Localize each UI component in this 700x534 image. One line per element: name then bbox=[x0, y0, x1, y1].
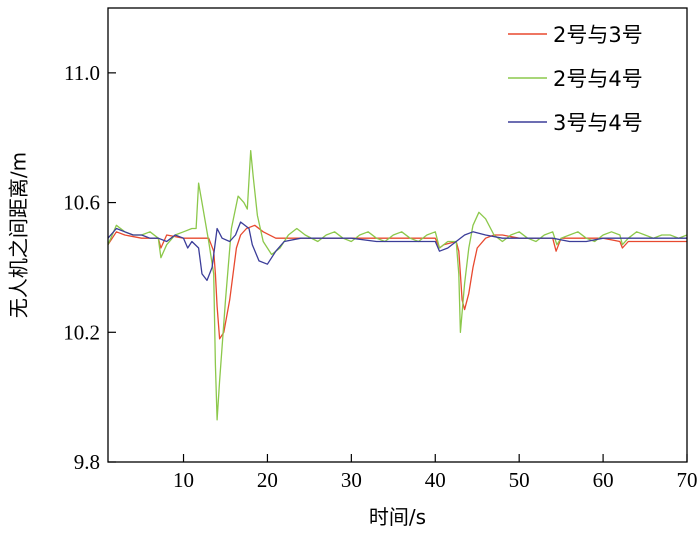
legend: 2号与3号 2号与4号 3号与4号 bbox=[508, 23, 643, 135]
x-tick-label: 70 bbox=[677, 468, 698, 492]
y-tick-label: 10.6 bbox=[63, 191, 100, 215]
x-tick-label: 10 bbox=[173, 468, 194, 492]
legend-label-3: 3号与4号 bbox=[553, 111, 643, 135]
y-tick-label: 10.2 bbox=[63, 320, 100, 344]
series-layer bbox=[107, 150, 688, 421]
y-tick-label: 9.8 bbox=[74, 450, 100, 474]
y-tick-label: 11.0 bbox=[64, 61, 100, 85]
x-tick-label: 50 bbox=[509, 468, 530, 492]
series-line-2 bbox=[107, 150, 688, 421]
series-line-3 bbox=[107, 221, 687, 282]
x-tick-label: 60 bbox=[593, 468, 614, 492]
ticks-layer: 10 20 30 40 50 60 70 9.8 10.2 10.6 11.0 bbox=[63, 61, 697, 492]
legend-label-1: 2号与3号 bbox=[553, 23, 643, 47]
legend-label-2: 2号与4号 bbox=[553, 67, 643, 91]
x-axis-title: 时间/s bbox=[369, 505, 426, 529]
y-axis-title: 无人机之间距离/m bbox=[7, 152, 31, 318]
series-line-1 bbox=[107, 224, 687, 340]
x-tick-label: 30 bbox=[341, 468, 362, 492]
plot-frame bbox=[107, 7, 688, 463]
x-tick-label: 20 bbox=[257, 468, 278, 492]
x-tick-label: 40 bbox=[425, 468, 446, 492]
